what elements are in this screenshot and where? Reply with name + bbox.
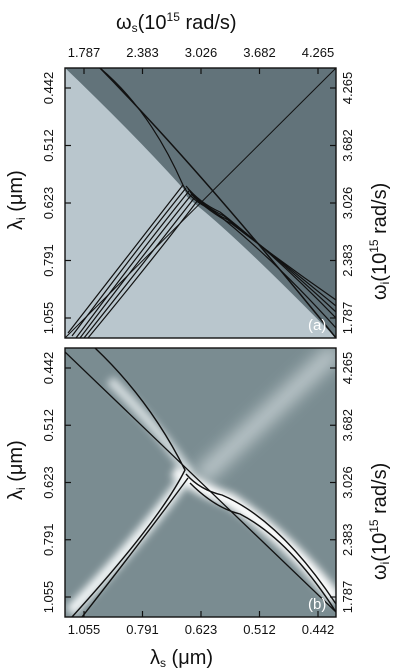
panel-b: (b) 0.442 0.512 0.623 0.791 1.055 4.265 3.682…	[5, 347, 392, 670]
panel-b-bottom-axis: 1.055 0.791 0.623 0.512 0.442	[68, 611, 335, 637]
panel-b-bottom-axis-tick-label: 0.512	[243, 622, 276, 637]
panel-b-right-axis-tick-label: 3.026	[340, 466, 355, 499]
panel-a-left-axis-tick-label: 0.442	[41, 72, 56, 105]
panel-a-left-axis-tick-label: 1.055	[41, 302, 56, 335]
panel-b-right-axis-tick-label: 4.265	[340, 352, 355, 385]
panel-a-right-axis-tick-label: 3.026	[340, 187, 355, 220]
panel-b-right-axis-title: ωi(1015 rad/s)	[367, 463, 392, 580]
panel-a-left-axis-title: λi (μm)	[5, 170, 28, 230]
panel-b-glow-diagonal	[193, 348, 336, 485]
panel-a-top-axis-tick-label: 2.383	[126, 45, 159, 60]
panel-b-curves	[65, 348, 336, 617]
panel-a-curves	[65, 68, 336, 338]
panel-a-top-axis-tick-label: 1.787	[68, 45, 101, 60]
panel-a-top-axis-tick-label: 3.682	[243, 45, 276, 60]
panel-b-bottom-axis-title: λs (μm)	[150, 647, 213, 670]
panel-a-right-axis-tick-label: 2.383	[340, 244, 355, 277]
panel-b-left-axis-title: λi (μm)	[5, 440, 28, 500]
panel-a-top-axis-tick-label: 3.026	[185, 45, 218, 60]
panel-b-bottom-axis-tick-label: 0.623	[185, 622, 218, 637]
panel-b-left-axis: 0.442 0.512 0.623 0.791 1.055	[41, 352, 71, 614]
panel-a-right-axis: 4.265 3.682 3.026 2.383 1.787	[330, 72, 355, 335]
panel-b-bottom-axis-tick-label: 1.055	[68, 622, 101, 637]
panel-a-right-axis-tick-label: 4.265	[340, 72, 355, 105]
panel-b-right-axis: 4.265 3.682 3.026 2.383 1.787	[330, 352, 355, 614]
panel-a-light-region	[65, 68, 187, 335]
panel-a-left-axis-tick-label: 0.512	[41, 129, 56, 162]
panel-a-left-axis: 0.442 0.512 0.623 0.791 1.055	[41, 72, 71, 335]
panel-b-bottom-axis-tick-label: 0.442	[302, 622, 335, 637]
panel-a-label: (a)	[308, 317, 326, 334]
panel-a-left-axis-tick-label: 0.623	[41, 187, 56, 220]
panel-a-top-axis-tick-label: 4.265	[302, 45, 335, 60]
panel-b-left-axis-tick-label: 0.791	[41, 523, 56, 556]
panel-b-right-axis-tick-label: 3.682	[340, 409, 355, 442]
panel-a-right-axis-tick-label: 1.787	[340, 302, 355, 335]
panel-a-right-axis-title: ωi(1015 rad/s)	[367, 183, 392, 300]
panel-b-left-axis-tick-label: 0.623	[41, 466, 56, 499]
panel-b-left-axis-tick-label: 0.442	[41, 352, 56, 385]
panel-b-left-axis-tick-label: 1.055	[41, 581, 56, 614]
panel-b-label: (b)	[308, 596, 326, 613]
panel-a-right-axis-tick-label: 3.682	[340, 129, 355, 162]
panel-b-glow-lower-left	[65, 474, 190, 617]
panel-a: (a) 1.787 2.383 3.026 3.682 4.265 0.442 0.512…	[5, 10, 392, 339]
panel-a-top-axis: 1.787 2.383 3.026 3.682 4.265	[68, 45, 335, 74]
panel-b-right-axis-tick-label: 1.787	[340, 581, 355, 614]
panel-a-left-axis-tick-label: 0.791	[41, 244, 56, 277]
panel-a-heatmap	[65, 68, 336, 338]
panel-b-heatmap	[65, 348, 336, 617]
panel-b-bottom-axis-tick-label: 0.791	[126, 622, 159, 637]
panel-b-right-axis-tick-label: 2.383	[340, 523, 355, 556]
panel-b-left-axis-tick-label: 0.512	[41, 409, 56, 442]
panel-a-top-axis-title: ωs(1015 rad/s)	[116, 10, 237, 35]
